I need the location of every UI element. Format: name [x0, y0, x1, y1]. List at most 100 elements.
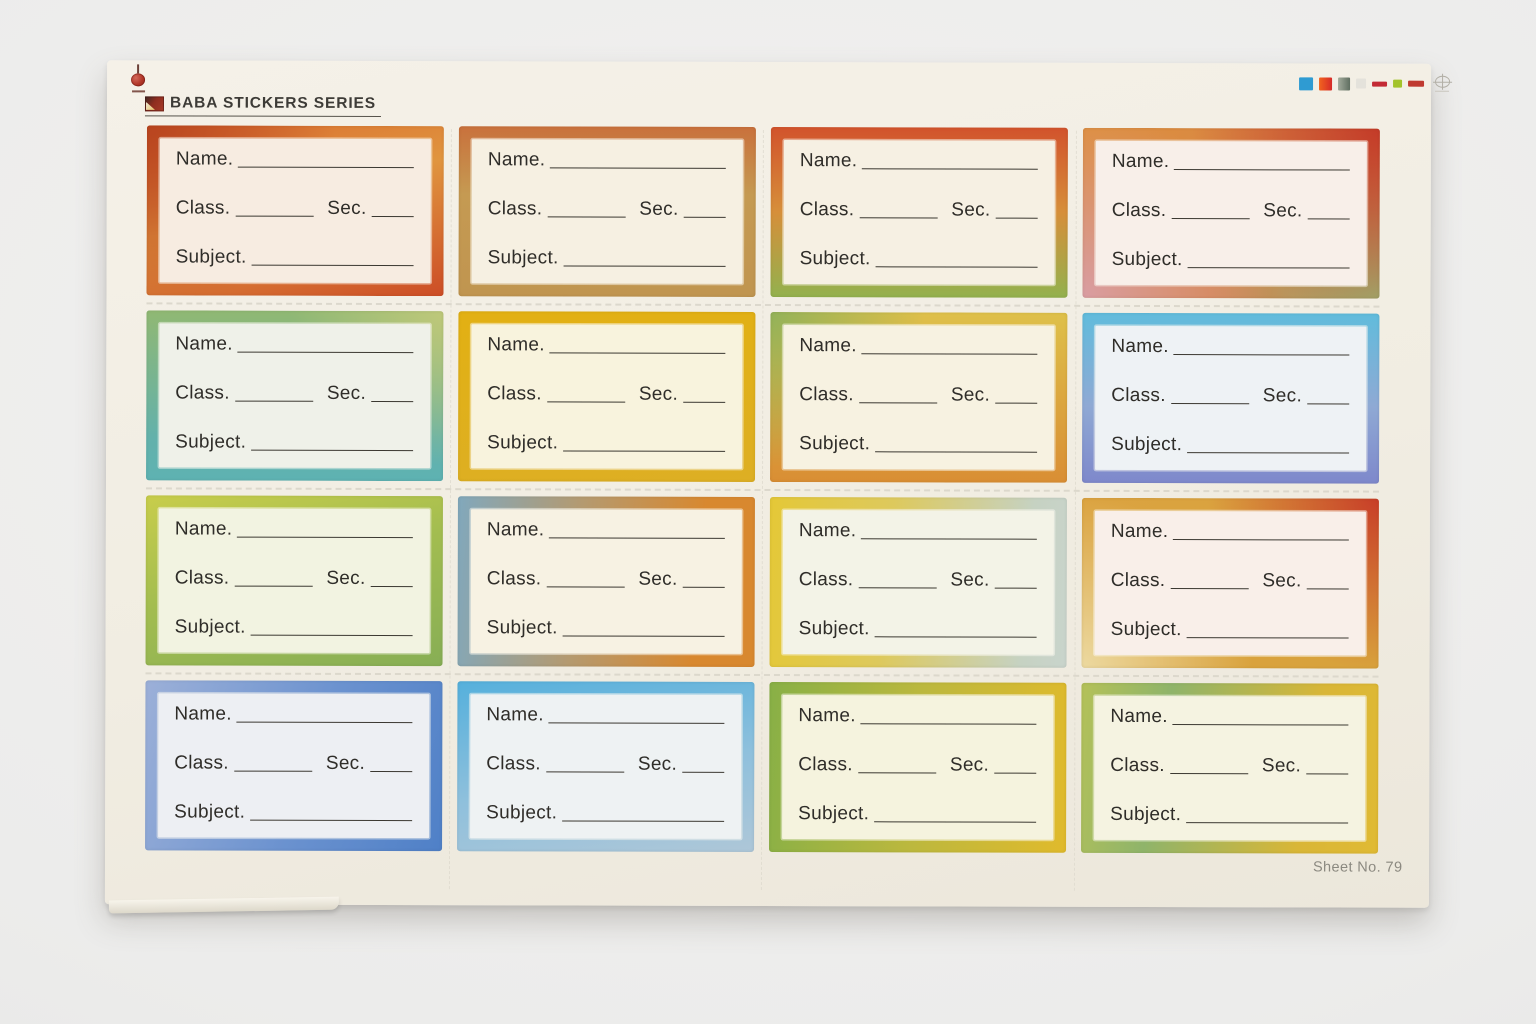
subject-line — [251, 449, 414, 452]
subject-label: Subject. — [1110, 619, 1182, 641]
name-label: Name. — [174, 518, 233, 540]
name-line — [237, 536, 413, 538]
subject-row: Subject. — [174, 801, 413, 825]
calibration-swatch — [1319, 76, 1333, 90]
sticker-label: Name. Class. Sec. Subject. — [145, 680, 443, 852]
sec-label: Sec. — [638, 383, 679, 405]
name-line — [1173, 353, 1350, 356]
calibration-swatch — [1299, 76, 1314, 90]
sec-line — [1306, 773, 1349, 775]
page-corner-curl — [108, 896, 339, 914]
subject-line — [1186, 822, 1349, 824]
name-line — [861, 352, 1038, 355]
sticker-writing-area: Name. Class. Sec. Subject. — [159, 323, 431, 469]
subject-row: Subject. — [176, 246, 415, 270]
class-label: Class. — [486, 753, 541, 775]
subject-line — [1186, 637, 1349, 639]
subject-line — [251, 264, 414, 267]
name-row: Name. — [798, 704, 1037, 728]
name-line — [1173, 538, 1349, 541]
name-line — [549, 352, 726, 354]
subject-row: Subject. — [487, 432, 726, 456]
class-label: Class. — [799, 199, 855, 221]
name-row: Name. — [175, 517, 414, 541]
name-line — [860, 722, 1037, 725]
plumb-ball — [131, 73, 146, 87]
class-label: Class. — [487, 383, 542, 405]
name-row: Name. — [800, 149, 1039, 173]
sec-line — [683, 216, 726, 218]
class-line — [546, 586, 625, 588]
subject-row: Subject. — [799, 617, 1038, 641]
sticker-writing-area: Name. Class. Sec. Subject. — [1095, 325, 1367, 471]
name-row: Name. — [1111, 520, 1350, 544]
sec-line — [682, 586, 725, 588]
sec-label: Sec. — [1261, 755, 1302, 777]
sticker-label: Name. Class. Sec. Subject. — [146, 310, 444, 482]
class-line — [233, 770, 312, 772]
class-line — [1169, 772, 1248, 775]
class-label: Class. — [487, 198, 543, 220]
sec-label: Sec. — [1263, 200, 1303, 222]
plumb-base-line — [131, 90, 145, 93]
name-label: Name. — [486, 519, 545, 541]
subject-row: Subject. — [175, 431, 414, 455]
sticker-label: Name. Class. Sec. Subject. — [458, 311, 756, 482]
sec-label: Sec. — [949, 754, 990, 776]
subject-line — [563, 450, 726, 452]
class-sec-row: Class. Sec. — [487, 382, 726, 406]
sec-line — [370, 585, 413, 587]
sticker-writing-area: Name. Class. Sec. Subject. — [159, 138, 431, 284]
sticker-label: Name. Class. Sec. Subject. — [1081, 497, 1379, 669]
subject-line — [562, 820, 725, 822]
brand-header: BABA STICKERS SERIES — [144, 94, 382, 117]
name-label: Name. — [174, 703, 232, 725]
subject-label: Subject. — [1111, 249, 1183, 271]
sticker-writing-area: Name. Class. Sec. Subject. — [471, 139, 743, 284]
class-label: Class. — [486, 568, 542, 590]
name-line — [236, 721, 413, 723]
subject-row: Subject. — [1111, 618, 1350, 642]
class-label: Class. — [798, 754, 853, 776]
sticker-writing-area: Name. Class. Sec. Subject. — [470, 694, 742, 839]
sticker-writing-area: Name. Class. Sec. Subject. — [783, 325, 1055, 470]
sticker-label: Name. Class. Sec. Subject. — [770, 127, 1068, 298]
subject-label: Subject. — [175, 246, 247, 268]
subject-line — [1187, 267, 1350, 269]
name-row: Name. — [176, 147, 415, 171]
calibration-swatch — [1372, 81, 1388, 87]
class-label: Class. — [174, 752, 229, 774]
sticker-label: Name. Class. Sec. Subject. — [769, 682, 1067, 853]
name-line — [861, 537, 1037, 540]
class-line — [545, 771, 624, 773]
sticker-label: Name. Class. Sec. Subject. — [769, 497, 1067, 668]
subject-row: Subject. — [175, 616, 414, 640]
sec-label: Sec. — [327, 197, 367, 220]
class-sec-row: Class. Sec. — [175, 567, 414, 591]
name-label: Name. — [1110, 705, 1168, 728]
subject-label: Subject. — [799, 433, 871, 455]
subject-line — [250, 634, 413, 637]
class-line — [858, 587, 937, 589]
name-label: Name. — [798, 705, 856, 727]
sticker-writing-area: Name. Class. Sec. Subject. — [470, 509, 742, 654]
name-label: Name. — [798, 520, 857, 542]
class-label: Class. — [798, 569, 854, 591]
subject-line — [562, 635, 725, 637]
name-line — [548, 722, 725, 724]
class-line — [857, 772, 936, 774]
class-line — [234, 400, 313, 402]
subject-row: Subject. — [487, 617, 726, 641]
name-line — [1172, 723, 1349, 726]
class-line — [1170, 402, 1249, 405]
subject-row: Subject. — [800, 247, 1039, 271]
subject-line — [874, 821, 1037, 823]
name-label: Name. — [799, 335, 857, 357]
class-line — [235, 215, 314, 217]
name-line — [237, 351, 414, 353]
class-sec-row: Class. Sec. — [1112, 199, 1351, 223]
subject-label: Subject. — [798, 618, 870, 640]
class-sec-row: Class. Sec. — [176, 197, 415, 221]
name-row: Name. — [1111, 335, 1350, 359]
name-label: Name. — [487, 149, 546, 171]
